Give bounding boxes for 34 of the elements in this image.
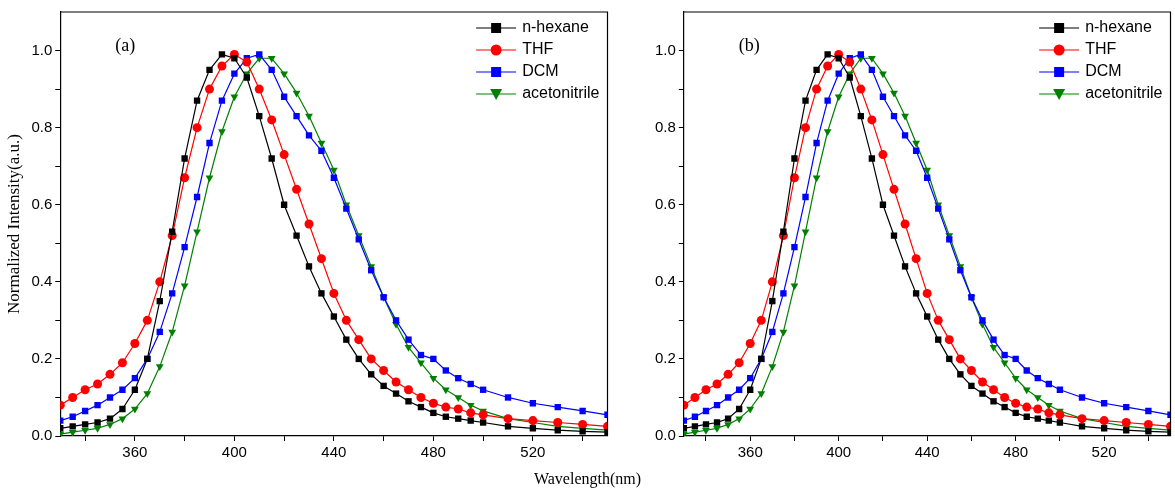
y-tick-label: 1.0	[654, 40, 676, 58]
y-tick-label: 0.6	[31, 194, 53, 212]
annotation: (b)	[738, 34, 760, 56]
annotation: (a)	[115, 34, 136, 56]
y-tick-label: 0.0	[654, 426, 676, 444]
legend-label: THF	[522, 40, 554, 58]
x-tick-label: 480	[1003, 443, 1029, 461]
x-tick-label: 480	[420, 443, 446, 461]
x-axis-title: Wavelength(nm)	[532, 470, 643, 488]
legend-label: n-hexane	[522, 18, 589, 36]
x-tick-label: 520	[520, 443, 546, 461]
y-axis-title: Normalized Intensity(a.u.)	[3, 134, 23, 314]
y-tick-label: 0.8	[654, 117, 676, 135]
y-tick-label: 0.4	[31, 271, 53, 289]
y-tick-label: 0.2	[31, 349, 53, 367]
x-tick-label: 400	[826, 443, 852, 461]
y-tick-label: 0.8	[31, 117, 53, 135]
legend-label: acetonitrile	[522, 84, 600, 102]
legend-label: acetonitrile	[1085, 84, 1163, 102]
x-tick-label: 440	[914, 443, 940, 461]
x-tick-label: 520	[1091, 443, 1117, 461]
legend-label: DCM	[1085, 62, 1122, 80]
legend-label: DCM	[522, 62, 559, 80]
y-tick-label: 0.4	[654, 271, 676, 289]
x-tick-label: 400	[221, 443, 247, 461]
y-tick-label: 0.0	[31, 426, 53, 444]
y-tick-label: 0.2	[654, 349, 676, 367]
legend-label: THF	[1085, 40, 1117, 58]
y-tick-label: 1.0	[31, 40, 53, 58]
x-tick-label: 360	[737, 443, 763, 461]
x-tick-label: 360	[122, 443, 148, 461]
legend-label: n-hexane	[1085, 18, 1152, 36]
y-tick-label: 0.6	[654, 194, 676, 212]
x-tick-label: 440	[321, 443, 347, 461]
